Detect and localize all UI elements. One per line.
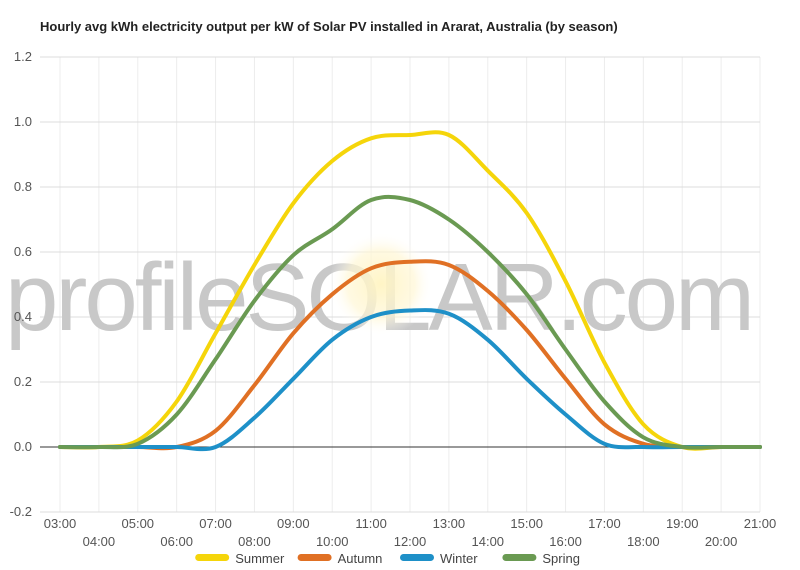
legend-label-spring: Spring bbox=[542, 551, 580, 566]
legend-swatch-spring bbox=[502, 554, 537, 561]
x-tick-label: 14:00 bbox=[472, 534, 505, 549]
x-tick-label: 07:00 bbox=[199, 516, 232, 531]
y-tick-label: -0.2 bbox=[10, 504, 32, 519]
y-tick-label: 0.4 bbox=[14, 309, 32, 324]
legend: Summer Autumn Winter Spring bbox=[195, 551, 580, 566]
y-tick-label: 1.2 bbox=[14, 49, 32, 64]
x-tick-label: 09:00 bbox=[277, 516, 310, 531]
series-line-winter bbox=[58, 308, 762, 452]
legend-label-summer: Summer bbox=[235, 551, 285, 566]
x-tick-label: 13:00 bbox=[433, 516, 466, 531]
legend-swatch-summer bbox=[195, 554, 230, 561]
x-tick-label: 16:00 bbox=[549, 534, 582, 549]
x-tick-label: 06:00 bbox=[160, 534, 193, 549]
y-tick-label: 1.0 bbox=[14, 114, 32, 129]
y-tick-label: 0.2 bbox=[14, 374, 32, 389]
x-tick-label: 18:00 bbox=[627, 534, 660, 549]
series-line-summer bbox=[58, 130, 762, 451]
watermark: profileSOLAR.com bbox=[5, 232, 755, 351]
chart-title: Hourly avg kWh electricity output per kW… bbox=[40, 19, 618, 34]
y-tick-label: 0.8 bbox=[14, 179, 32, 194]
x-tick-label: 12:00 bbox=[394, 534, 427, 549]
x-tick-label: 11:00 bbox=[355, 516, 387, 531]
x-tick-label: 04:00 bbox=[83, 534, 116, 549]
series-line-spring bbox=[58, 194, 762, 450]
x-tick-label: 19:00 bbox=[666, 516, 699, 531]
legend-swatch-autumn bbox=[297, 554, 332, 561]
series-layer bbox=[58, 130, 762, 452]
legend-label-winter: Winter bbox=[440, 551, 478, 566]
legend-swatch-winter bbox=[400, 554, 434, 561]
x-tick-label: 10:00 bbox=[316, 534, 349, 549]
x-tick-label: 03:00 bbox=[44, 516, 77, 531]
y-tick-label: 0.6 bbox=[14, 244, 32, 259]
y-tick-label: 0.0 bbox=[14, 439, 32, 454]
x-tick-label: 15:00 bbox=[510, 516, 543, 531]
x-tick-label: 05:00 bbox=[122, 516, 155, 531]
legend-label-autumn: Autumn bbox=[338, 551, 383, 566]
x-tick-label: 20:00 bbox=[705, 534, 738, 549]
x-tick-label: 08:00 bbox=[238, 534, 271, 549]
axes-layer: -0.2 0.0 0.2 0.4 0.6 0.8 1.0 1.2 03:00 04:00 05:00… bbox=[10, 49, 777, 549]
x-tick-label: 21:00 bbox=[744, 516, 777, 531]
x-tick-label: 17:00 bbox=[588, 516, 621, 531]
